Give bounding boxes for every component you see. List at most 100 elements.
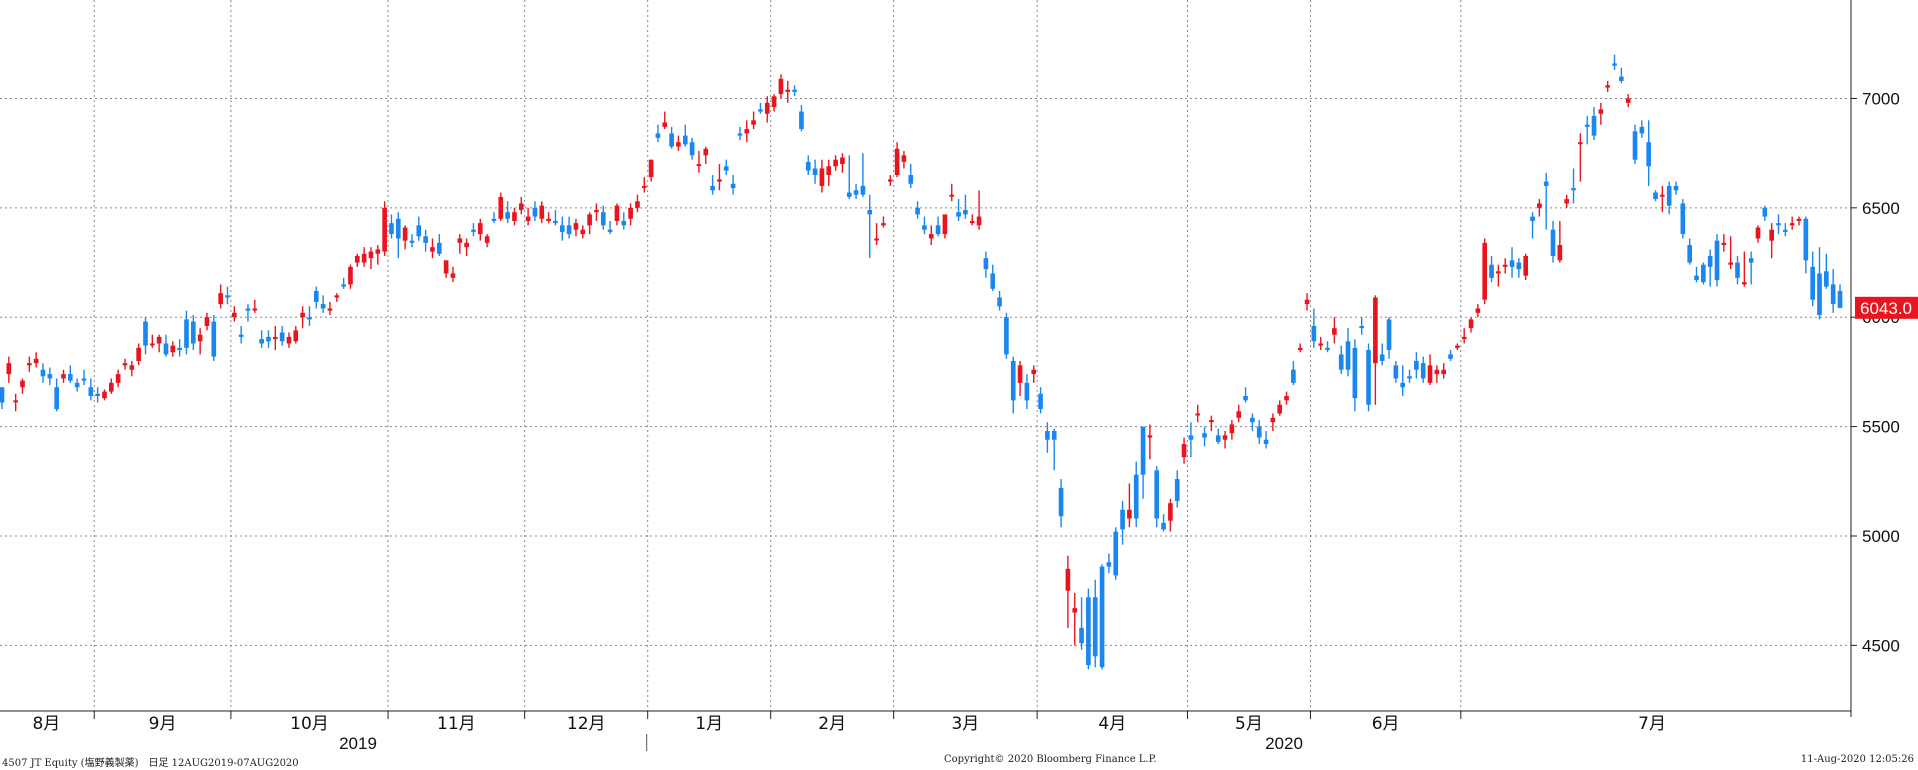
candle-body [1701, 264, 1706, 283]
candle-body [908, 175, 914, 184]
candle-body [1783, 229, 1788, 232]
candle-body [1489, 264, 1494, 278]
candle-body [949, 194, 955, 197]
x-month-label: 1月 [695, 714, 723, 734]
candle-body [225, 295, 230, 298]
candle-body [1297, 347, 1303, 351]
candle-body [1209, 420, 1214, 423]
candle-body [109, 382, 114, 392]
candle-body [1530, 216, 1535, 221]
candle-body [1742, 282, 1747, 285]
candle-body [361, 253, 367, 263]
candle-body [1222, 435, 1228, 440]
candle-body [1537, 203, 1542, 208]
candle-body [669, 133, 674, 147]
candle-body [1475, 308, 1481, 313]
candle-body [744, 129, 750, 134]
x-year-label: 2020 [1265, 734, 1303, 753]
candle-body [1004, 317, 1009, 355]
candle-body [676, 142, 681, 147]
x-month-label: 8月 [32, 714, 60, 734]
candle-body [1591, 115, 1597, 136]
candle-body [1079, 627, 1084, 644]
candle-body [54, 387, 59, 410]
candle-body [887, 179, 893, 182]
candle-body [409, 240, 415, 243]
candle-body [450, 273, 456, 278]
x-month-label: 11月 [437, 714, 476, 734]
candle-body [1092, 597, 1098, 657]
candle-body [1448, 354, 1453, 359]
candle-body [1564, 199, 1570, 204]
candle-body [1065, 568, 1071, 591]
last-price-box [1855, 296, 1918, 319]
candle-body [1181, 444, 1187, 458]
candle-body [1311, 325, 1317, 342]
candle-body [1352, 347, 1358, 399]
candle-body [717, 179, 722, 182]
candle-body [1072, 608, 1078, 613]
candle-body [1106, 562, 1112, 567]
x-month-label: 12月 [567, 714, 606, 734]
y-tick-label: 4500 [1862, 636, 1900, 655]
candle-body [553, 220, 558, 224]
candle-body [1174, 479, 1180, 501]
candle-body [771, 96, 777, 108]
x-month-label: 4月 [1098, 714, 1126, 734]
candle-body [1687, 245, 1693, 263]
candle-body [935, 225, 941, 235]
candle-body [1434, 369, 1440, 375]
candle-body [102, 391, 107, 399]
candle-body [546, 218, 551, 221]
candle-body [1571, 188, 1576, 191]
candle-body [983, 258, 989, 270]
candle-body [1386, 319, 1392, 351]
grid [0, 0, 1851, 711]
candle-body [272, 336, 278, 340]
candle-body [1755, 227, 1761, 239]
candle-body [375, 249, 381, 254]
candle-body [129, 365, 135, 370]
candle-body [915, 207, 920, 215]
candle-body [1379, 354, 1385, 361]
x-month-label: 2月 [818, 714, 846, 734]
candle-body [1284, 395, 1289, 401]
candle-body [505, 212, 510, 219]
candle-body [211, 321, 217, 357]
candle-body [300, 312, 305, 318]
candle-body [477, 223, 483, 235]
candle-body [607, 229, 613, 232]
candle-body [799, 111, 804, 130]
candle-body [1188, 435, 1194, 440]
candle-body [1502, 264, 1508, 267]
candle-body [1277, 404, 1283, 414]
candle-body [382, 207, 387, 252]
candle-body [812, 168, 818, 176]
candle-body [1263, 439, 1269, 445]
candle-body [156, 336, 162, 344]
candle-body [1482, 242, 1488, 300]
candle-body [1215, 435, 1221, 442]
candle-body [655, 133, 661, 138]
candle-body [1748, 258, 1754, 263]
candle-body [1646, 142, 1652, 167]
candle-body [928, 234, 934, 239]
candle-body [525, 216, 531, 221]
candle-body [730, 183, 736, 189]
candle-body [177, 347, 182, 351]
candle-body [471, 229, 476, 232]
candle-body [1516, 262, 1522, 270]
candle-body [846, 192, 852, 197]
y-tick-label: 5000 [1862, 527, 1900, 546]
candle-body [1236, 411, 1242, 418]
candle-body [136, 347, 141, 361]
x-month-label: 5月 [1235, 714, 1263, 734]
candle-body [785, 89, 791, 92]
candle-body [115, 374, 121, 383]
candle-body [1605, 85, 1611, 88]
candle-body [61, 374, 66, 379]
candles [0, 54, 1843, 670]
candle-body [402, 227, 408, 241]
candle-body [6, 363, 12, 375]
